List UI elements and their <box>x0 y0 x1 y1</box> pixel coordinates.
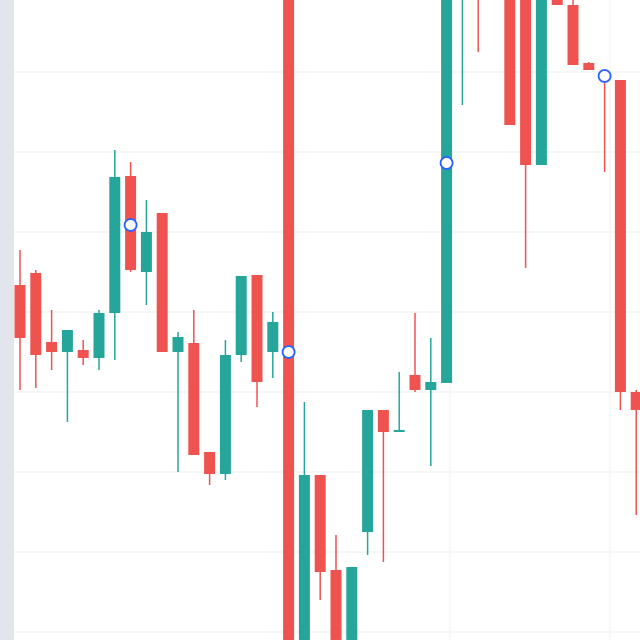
candle-body <box>614 80 626 392</box>
candle-body <box>156 213 168 352</box>
candle-body <box>393 430 405 432</box>
candle-body <box>298 475 310 640</box>
marker <box>123 218 138 232</box>
candle-body <box>93 313 105 358</box>
candle-body <box>567 5 579 65</box>
candle-body <box>441 0 453 383</box>
candle-body <box>235 276 247 355</box>
candle-body <box>330 570 342 640</box>
candle-body <box>520 0 532 165</box>
candle-body <box>377 410 389 432</box>
candle-body <box>204 452 216 474</box>
candle-body <box>425 382 437 390</box>
side-panel <box>0 0 14 640</box>
marker <box>439 156 454 170</box>
candle-body <box>535 0 547 165</box>
candle-body <box>77 350 89 358</box>
candle-body <box>551 0 563 5</box>
candle-body <box>346 567 358 640</box>
candle-body <box>109 177 121 313</box>
candle-body <box>314 475 326 572</box>
candle-body <box>61 330 73 352</box>
candle-body <box>30 273 42 355</box>
candle-body <box>251 275 263 382</box>
candle-body <box>630 392 640 410</box>
candle-body <box>409 375 421 390</box>
candle-body <box>14 285 26 338</box>
candle-body <box>172 337 184 352</box>
candle-body <box>219 355 231 474</box>
candle-body <box>140 232 152 272</box>
candle-body <box>46 342 58 352</box>
plot <box>14 0 640 640</box>
candle-body <box>504 0 516 125</box>
candle-body <box>283 0 295 640</box>
marker <box>281 345 296 359</box>
candle-body <box>362 410 374 532</box>
marker <box>597 69 612 83</box>
candle-body <box>188 343 200 455</box>
candle-body <box>583 63 595 70</box>
candle-body <box>267 322 279 352</box>
